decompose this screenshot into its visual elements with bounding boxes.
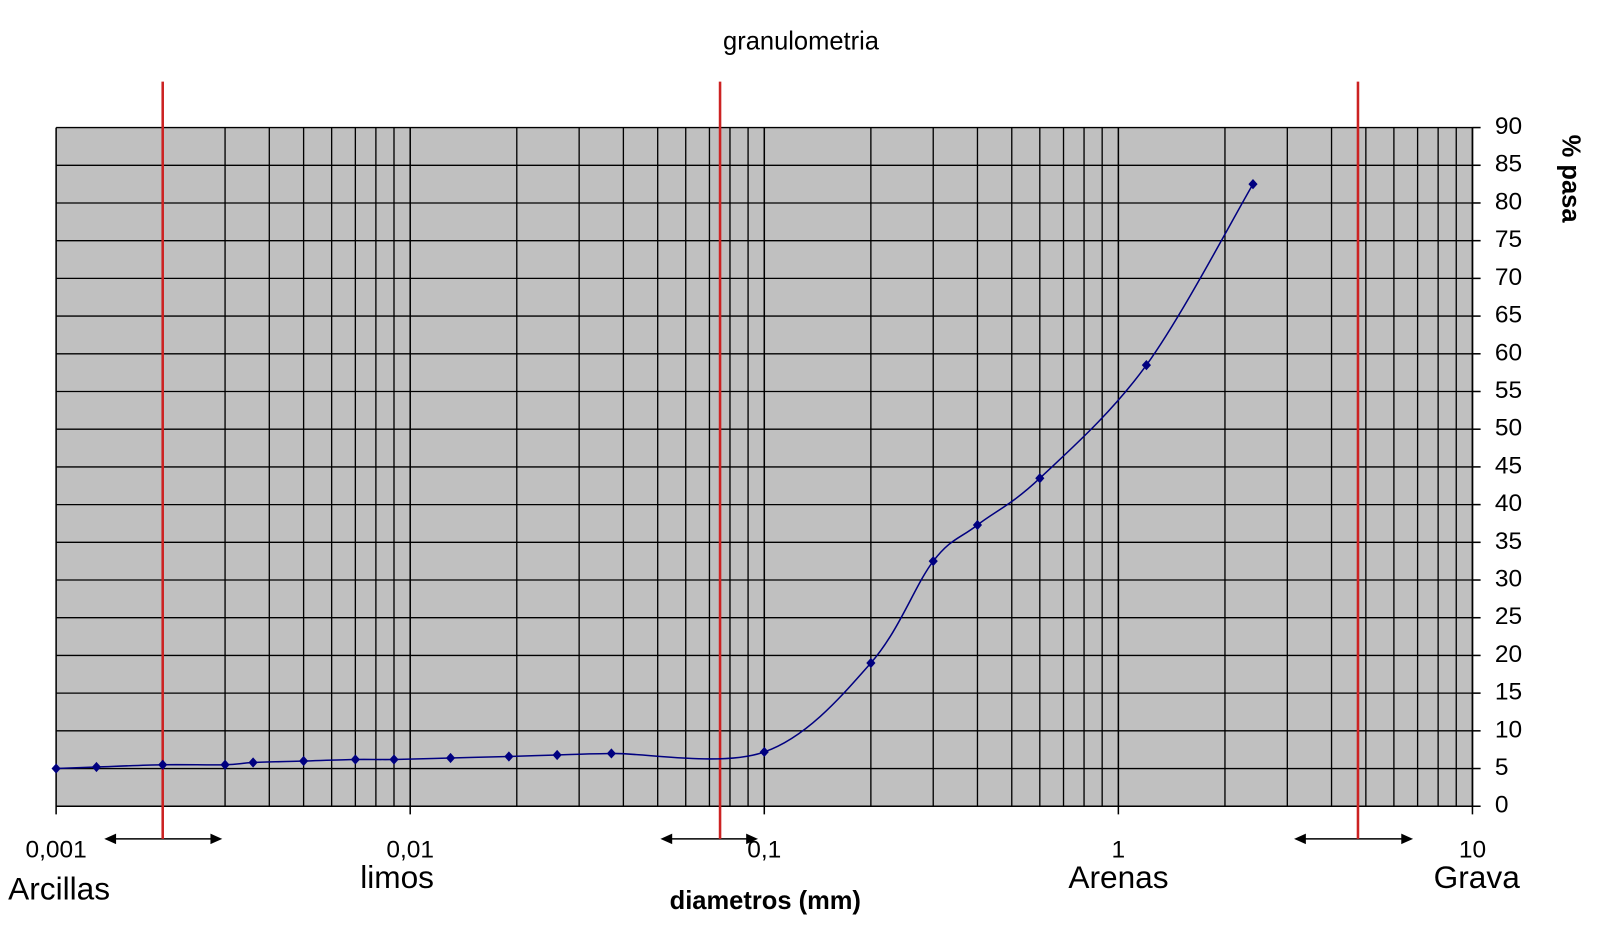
- chart-title: granulometria: [723, 28, 880, 56]
- y-tick-label: 90: [1495, 113, 1522, 140]
- x-axis-label: diametros (mm): [670, 887, 861, 915]
- x-tick-label: 0,01: [386, 837, 434, 864]
- data-point: [248, 757, 258, 768]
- y-tick-label: 30: [1495, 565, 1522, 592]
- class-label: limos: [360, 859, 434, 895]
- y-tick-label: 0: [1495, 792, 1509, 819]
- data-point: [350, 754, 360, 765]
- y-tick-label: 55: [1495, 377, 1522, 404]
- y-tick-label: 75: [1495, 226, 1522, 253]
- x-tick-label: 0,001: [25, 837, 86, 864]
- y-tick-label: 20: [1495, 641, 1522, 668]
- data-point: [299, 755, 309, 767]
- data-point: [51, 763, 61, 774]
- y-tick-label: 60: [1495, 339, 1522, 366]
- y-tick-label: 25: [1495, 603, 1522, 630]
- data-point: [1248, 179, 1258, 190]
- class-label: Arenas: [1068, 859, 1168, 895]
- arrows: [104, 833, 1414, 845]
- data-point: [866, 657, 876, 669]
- class-label: Arcillas: [8, 870, 110, 906]
- y-tick-label: 65: [1495, 302, 1522, 329]
- x-tick-label: 1: [1112, 837, 1126, 864]
- data-point: [389, 754, 399, 765]
- y-axis-label: % pasa: [1557, 135, 1585, 224]
- data-point: [445, 752, 456, 764]
- y-tick-label: 5: [1495, 754, 1509, 781]
- y-tick-label: 85: [1495, 151, 1522, 178]
- x-tick-label: 0,1: [747, 837, 781, 864]
- y-tick-label: 70: [1495, 264, 1522, 291]
- class-label: Grava: [1434, 859, 1521, 895]
- y-tick-label: 15: [1495, 679, 1522, 706]
- data-line: [56, 183, 1254, 770]
- y-tick-label: 80: [1495, 188, 1522, 215]
- y-tick-label: 50: [1495, 415, 1522, 442]
- data-point: [1141, 360, 1151, 371]
- data-point: [928, 556, 938, 567]
- y-tick-label: 35: [1495, 528, 1522, 555]
- y-tick-label: 40: [1495, 490, 1522, 517]
- y-tick-label: 45: [1495, 452, 1522, 479]
- y-tick-label: 10: [1495, 716, 1522, 743]
- x-tick-label: 10: [1459, 837, 1486, 864]
